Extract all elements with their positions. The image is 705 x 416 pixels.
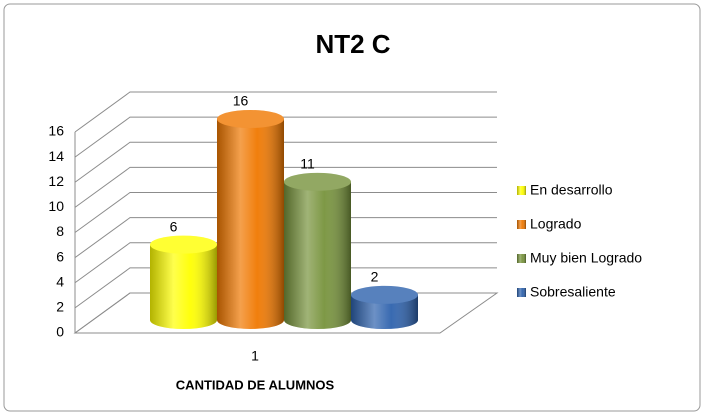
x-axis-title: CANTIDAD DE ALUMNOS <box>176 377 335 392</box>
x-tick-label: 1 <box>251 348 259 364</box>
data-label: 2 <box>371 269 379 285</box>
legend-marker-shade <box>517 254 526 263</box>
y-tick-label: 16 <box>48 123 64 139</box>
bar-shade <box>217 119 284 329</box>
bar-top <box>150 235 217 254</box>
bar-top <box>284 172 351 191</box>
legend-label: Sobresaliente <box>530 284 616 300</box>
bar-shade <box>284 181 351 329</box>
y-tick-label: 12 <box>48 173 64 189</box>
bar-top-shade <box>351 285 418 304</box>
legend-label: Logrado <box>530 216 582 232</box>
y-tick-label: 2 <box>56 299 64 315</box>
grid-line <box>74 242 497 284</box>
y-tick-label: 6 <box>56 248 64 264</box>
bar-top <box>217 110 284 128</box>
grid-line <box>74 91 497 133</box>
y-tick-label: 10 <box>48 198 64 214</box>
bar-top <box>351 285 418 304</box>
legend-label: En desarrollo <box>530 182 613 198</box>
grid-line <box>74 141 497 183</box>
bar-top-shade <box>284 172 351 191</box>
data-label: 16 <box>233 93 249 109</box>
y-tick-label: 8 <box>56 223 64 239</box>
legend-marker-shade <box>517 220 526 229</box>
grid-line <box>74 217 497 259</box>
data-label: 6 <box>170 218 178 234</box>
bar-top-shade <box>217 110 284 128</box>
legend-label: Muy bien Logrado <box>530 250 642 266</box>
data-label: 11 <box>300 156 315 172</box>
grid-line <box>74 166 497 208</box>
legend-marker-shade <box>517 288 526 297</box>
bar-shade <box>150 244 217 329</box>
y-tick-label: 14 <box>48 148 64 164</box>
y-tick-label: 0 <box>56 324 64 340</box>
grid-line <box>74 267 497 309</box>
y-tick-label: 4 <box>56 273 64 289</box>
chart-title: NT2 C <box>315 29 390 59</box>
bar-shade <box>351 294 418 329</box>
bar-top-shade <box>150 235 217 254</box>
legend-marker-shade <box>517 186 526 195</box>
chart-border <box>3 3 701 412</box>
grid-line <box>74 192 497 233</box>
grid-line <box>74 116 497 158</box>
